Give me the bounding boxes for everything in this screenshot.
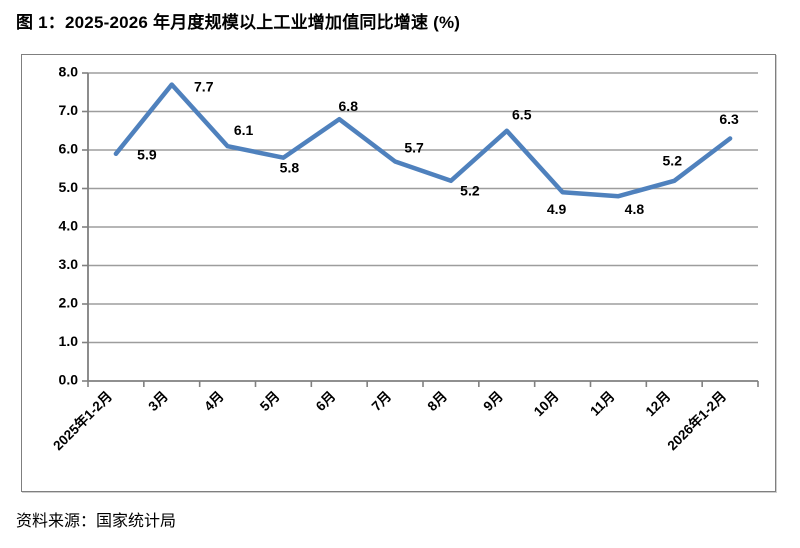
x-tick-label: 6月 — [313, 389, 338, 414]
source-note: 资料来源：国家统计局 — [16, 513, 177, 530]
y-tick-label: 6.0 — [59, 141, 79, 157]
y-tick-label: 5.0 — [59, 179, 79, 195]
y-tick-label: 8.0 — [59, 64, 79, 80]
series-line — [113, 82, 733, 199]
line-chart: 0.0 1.0 2.0 3.0 4.0 5.0 6.0 7.0 8.0 2025年1-2月 3月 4月… — [50, 64, 759, 453]
y-tick-label: 4.0 — [59, 218, 79, 234]
data-label: 4.9 — [547, 201, 567, 217]
data-label: 5.8 — [280, 159, 300, 175]
x-tick-label: 2026年1-2月 — [664, 388, 729, 453]
chart-frame: 0.0 1.0 2.0 3.0 4.0 5.0 6.0 7.0 8.0 2025年1-2月 3月 4月… — [21, 54, 776, 492]
x-tick-label: 12月 — [643, 389, 674, 420]
data-label: 5.9 — [137, 147, 157, 163]
data-label: 7.7 — [194, 78, 214, 94]
x-tick-label: 5月 — [257, 389, 282, 414]
x-tick-label: 8月 — [425, 389, 450, 414]
x-tick-label: 10月 — [531, 389, 562, 420]
y-tick-label: 1.0 — [59, 333, 79, 349]
x-tick-label: 4月 — [201, 389, 226, 414]
data-label: 6.1 — [234, 122, 254, 138]
data-label: 5.2 — [663, 153, 683, 169]
y-tick-label: 3.0 — [59, 256, 79, 272]
x-tick-label: 2025年1-2月 — [50, 388, 115, 453]
y-tick-label: 7.0 — [59, 102, 79, 118]
data-label: 6.5 — [512, 106, 532, 122]
y-tick-label: 0.0 — [59, 372, 79, 388]
data-label: 6.3 — [719, 111, 739, 127]
chart-title: 图 1：2025-2026 年月度规模以上工业增加值同比增速 (%) — [16, 13, 461, 32]
data-label: 5.7 — [404, 139, 424, 155]
y-tick-label: 2.0 — [59, 295, 79, 311]
x-tick-label: 11月 — [587, 389, 617, 419]
data-label: 4.8 — [625, 201, 645, 217]
x-tick-label: 7月 — [369, 389, 394, 414]
data-label: 5.2 — [460, 183, 480, 199]
x-tick-label: 9月 — [480, 389, 505, 414]
x-tick-label: 3月 — [145, 389, 170, 414]
data-label: 6.8 — [339, 98, 359, 114]
